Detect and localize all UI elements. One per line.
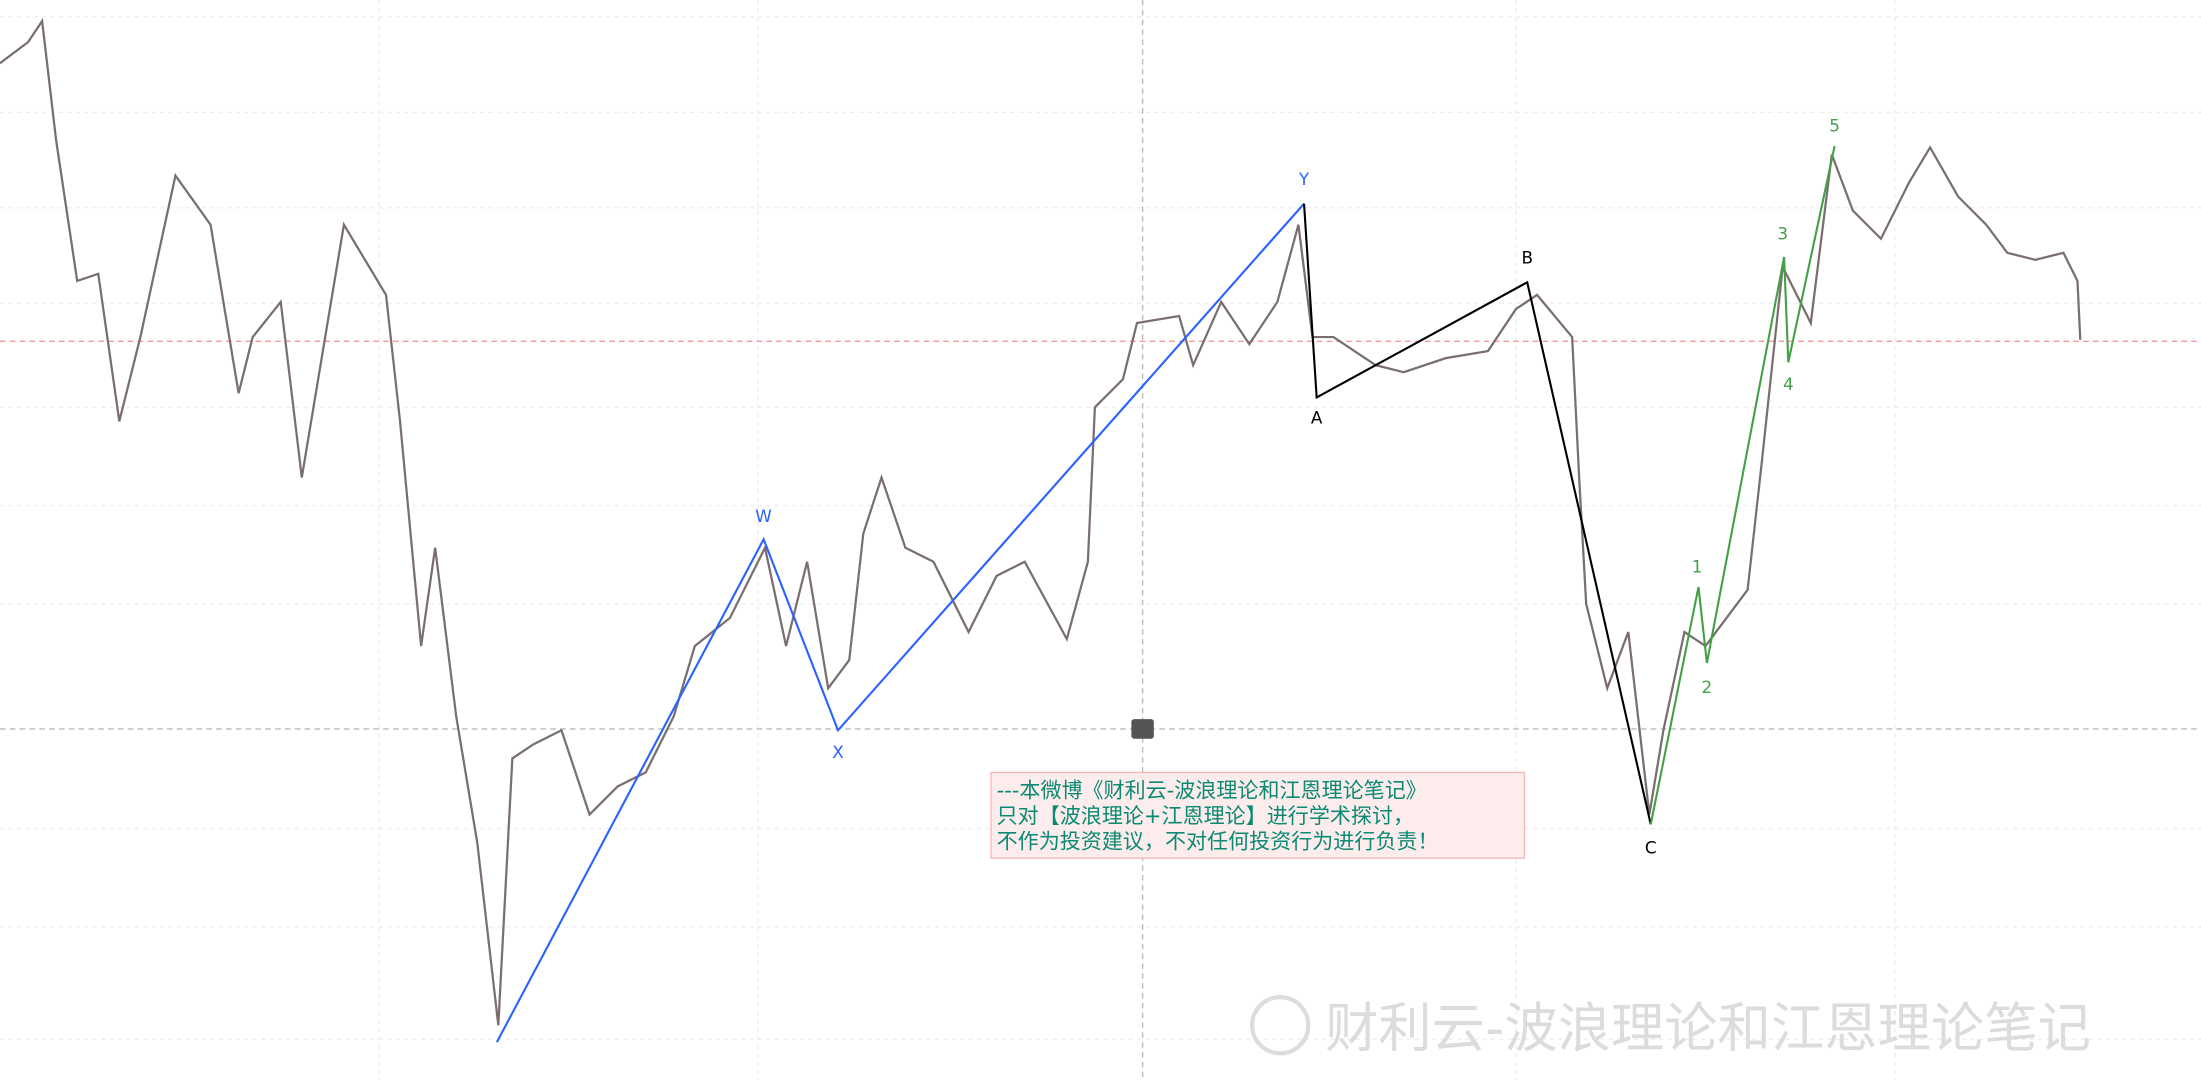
watermark-logo <box>1249 995 1311 1056</box>
wave-label: W <box>755 506 772 526</box>
blue-labels: W X Y <box>755 169 1310 762</box>
note-line: 只对【波浪理论+江恩理论】进行学术探讨， <box>997 803 1414 828</box>
note-line: ---本微博《财利云-波浪理论和江恩理论笔记》 <box>997 778 1427 803</box>
wave-label: X <box>832 742 844 762</box>
black-labels: A B C <box>1311 247 1657 857</box>
note-line: 不作为投资建议，不对任何投资行为进行负责！ <box>997 828 1439 853</box>
wave-label: B <box>1521 247 1533 267</box>
wave-wxy <box>495 202 1305 1043</box>
wave-label: Y <box>1298 169 1310 189</box>
wave-label: 4 <box>1783 374 1794 394</box>
wave-label: 3 <box>1777 224 1788 244</box>
wave-label: 2 <box>1702 677 1713 697</box>
wave-label: 1 <box>1692 556 1703 576</box>
crosshair-button[interactable] <box>1131 719 1154 739</box>
wave-label: 5 <box>1829 115 1840 135</box>
note-box <box>990 771 1526 859</box>
wave-abc <box>1302 203 1652 825</box>
green-labels: 1 2 3 4 5 <box>1692 115 1840 697</box>
wave-label: A <box>1311 408 1323 428</box>
price-series <box>0 17 2082 1026</box>
watermark: 财利云-波浪理论和江恩理论笔记 <box>1325 996 2091 1059</box>
wave-label: C <box>1645 837 1657 857</box>
wave-12345 <box>1649 145 1836 825</box>
